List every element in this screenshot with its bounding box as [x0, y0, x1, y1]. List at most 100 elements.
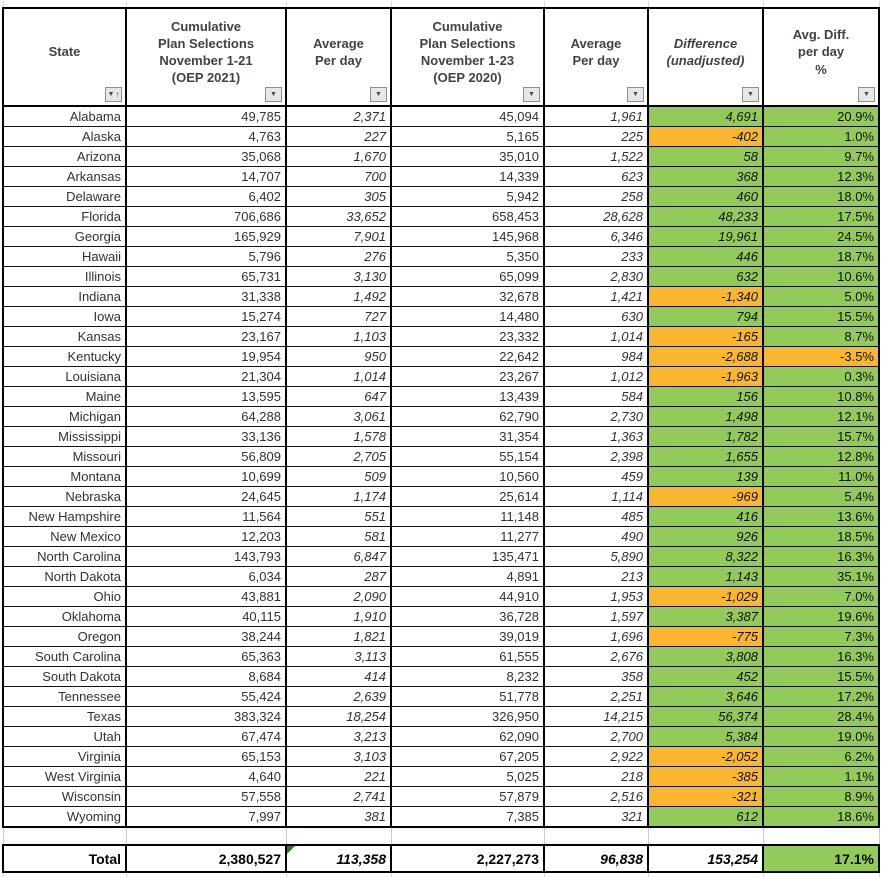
cell-pct[interactable]: 12.8% — [762, 446, 880, 467]
cell-cum-2021[interactable]: 7,997 — [125, 806, 287, 828]
cell-cum-2020[interactable]: 57,879 — [390, 786, 545, 807]
cell-difference[interactable]: 3,646 — [647, 686, 764, 707]
cell-difference[interactable]: 58 — [647, 146, 764, 167]
cell-cum-2020[interactable]: 32,678 — [390, 286, 545, 307]
cell-avg-2021[interactable]: 700 — [285, 166, 392, 187]
cell-avg-2021[interactable]: 227 — [285, 126, 392, 147]
cell-pct[interactable]: 35.1% — [762, 566, 880, 587]
cell-difference[interactable]: -402 — [647, 126, 764, 147]
cell-pct[interactable]: 5.4% — [762, 486, 880, 507]
cell-difference[interactable]: 452 — [647, 666, 764, 687]
cell-avg-2021[interactable]: 1,821 — [285, 626, 392, 647]
cell-state[interactable]: Michigan — [2, 406, 127, 427]
cell-difference[interactable]: 446 — [647, 246, 764, 267]
cell-avg-2020[interactable]: 2,922 — [543, 746, 649, 767]
cell-avg-2020[interactable]: 28,628 — [543, 206, 649, 227]
cell-avg-2021[interactable]: 381 — [285, 806, 392, 828]
cell-avg-2020[interactable]: 2,516 — [543, 786, 649, 807]
cell-avg-2021[interactable]: 1,910 — [285, 606, 392, 627]
cell-cum-2020[interactable]: 23,332 — [390, 326, 545, 347]
cell-avg-2021[interactable]: 727 — [285, 306, 392, 327]
cell-difference[interactable]: -1,963 — [647, 366, 764, 387]
cell-avg-2021[interactable]: 2,639 — [285, 686, 392, 707]
cell-difference[interactable]: -1,340 — [647, 286, 764, 307]
cell-state[interactable]: South Carolina — [2, 646, 127, 667]
cell-cum-2020[interactable]: 25,614 — [390, 486, 545, 507]
cell-pct[interactable]: -3.5% — [762, 346, 880, 367]
cell-cum-2021[interactable]: 57,558 — [125, 786, 287, 807]
filter-button[interactable]: ▼ — [627, 87, 644, 102]
cell-cum-2021[interactable]: 56,809 — [125, 446, 287, 467]
cell-cum-2020[interactable]: 13,439 — [390, 386, 545, 407]
cell-state[interactable]: Florida — [2, 206, 127, 227]
cell-cum-2020[interactable]: 39,019 — [390, 626, 545, 647]
cell-difference[interactable]: 1,655 — [647, 446, 764, 467]
total-cum-2021[interactable]: 2,380,527 — [125, 844, 287, 873]
cell-pct[interactable]: 19.0% — [762, 726, 880, 747]
cell-avg-2021[interactable]: 3,061 — [285, 406, 392, 427]
cell-state[interactable]: Hawaii — [2, 246, 127, 267]
cell-difference[interactable]: -1,029 — [647, 586, 764, 607]
cell-avg-2020[interactable]: 584 — [543, 386, 649, 407]
cell-cum-2021[interactable]: 35,068 — [125, 146, 287, 167]
cell-pct[interactable]: 7.3% — [762, 626, 880, 647]
total-pct[interactable]: 17.1% — [762, 844, 880, 873]
cell-pct[interactable]: 9.7% — [762, 146, 880, 167]
cell-cum-2021[interactable]: 55,424 — [125, 686, 287, 707]
cell-pct[interactable]: 18.6% — [762, 806, 880, 828]
cell-state[interactable]: South Dakota — [2, 666, 127, 687]
cell-avg-2020[interactable]: 258 — [543, 186, 649, 207]
cell-state[interactable]: Alabama — [2, 105, 127, 127]
cell-cum-2021[interactable]: 383,324 — [125, 706, 287, 727]
cell-avg-2020[interactable]: 1,012 — [543, 366, 649, 387]
cell-cum-2020[interactable]: 51,778 — [390, 686, 545, 707]
cell-state[interactable]: Wisconsin — [2, 786, 127, 807]
cell-cum-2021[interactable]: 15,274 — [125, 306, 287, 327]
cell-cum-2020[interactable]: 14,480 — [390, 306, 545, 327]
cell-cum-2020[interactable]: 5,350 — [390, 246, 545, 267]
cell-cum-2021[interactable]: 5,796 — [125, 246, 287, 267]
cell-avg-2021[interactable]: 647 — [285, 386, 392, 407]
cell-difference[interactable]: 794 — [647, 306, 764, 327]
cell-cum-2021[interactable]: 12,203 — [125, 526, 287, 547]
cell-avg-2021[interactable]: 2,705 — [285, 446, 392, 467]
cell-avg-2020[interactable]: 218 — [543, 766, 649, 787]
cell-pct[interactable]: 20.9% — [762, 105, 880, 127]
total-label[interactable]: Total — [2, 844, 127, 873]
cell-state[interactable]: Mississippi — [2, 426, 127, 447]
cell-cum-2020[interactable]: 11,277 — [390, 526, 545, 547]
cell-avg-2020[interactable]: 213 — [543, 566, 649, 587]
cell-avg-2021[interactable]: 2,090 — [285, 586, 392, 607]
cell-pct[interactable]: 15.5% — [762, 306, 880, 327]
filter-button[interactable]: ▼ — [265, 87, 282, 102]
cell-pct[interactable]: 0.3% — [762, 366, 880, 387]
cell-cum-2020[interactable]: 67,205 — [390, 746, 545, 767]
cell-difference[interactable]: 1,143 — [647, 566, 764, 587]
cell-cum-2021[interactable]: 43,881 — [125, 586, 287, 607]
cell-cum-2021[interactable]: 706,686 — [125, 206, 287, 227]
cell-state[interactable]: Kentucky — [2, 346, 127, 367]
cell-avg-2020[interactable]: 1,522 — [543, 146, 649, 167]
cell-state[interactable]: Utah — [2, 726, 127, 747]
cell-cum-2021[interactable]: 6,402 — [125, 186, 287, 207]
cell-cum-2021[interactable]: 4,763 — [125, 126, 287, 147]
cell-pct[interactable]: 16.3% — [762, 646, 880, 667]
cell-difference[interactable]: 48,233 — [647, 206, 764, 227]
cell-state[interactable]: Alaska — [2, 126, 127, 147]
total-cum-2020[interactable]: 2,227,273 — [390, 844, 545, 873]
cell-state[interactable]: North Carolina — [2, 546, 127, 567]
cell-avg-2020[interactable]: 490 — [543, 526, 649, 547]
cell-avg-2021[interactable]: 581 — [285, 526, 392, 547]
cell-cum-2021[interactable]: 31,338 — [125, 286, 287, 307]
cell-cum-2020[interactable]: 326,950 — [390, 706, 545, 727]
cell-pct[interactable]: 10.8% — [762, 386, 880, 407]
cell-avg-2021[interactable]: 509 — [285, 466, 392, 487]
cell-avg-2020[interactable]: 225 — [543, 126, 649, 147]
cell-cum-2021[interactable]: 65,363 — [125, 646, 287, 667]
cell-pct[interactable]: 28.4% — [762, 706, 880, 727]
cell-pct[interactable]: 10.6% — [762, 266, 880, 287]
cell-avg-2021[interactable]: 305 — [285, 186, 392, 207]
cell-state[interactable]: Missouri — [2, 446, 127, 467]
cell-difference[interactable]: 3,387 — [647, 606, 764, 627]
cell-cum-2020[interactable]: 11,148 — [390, 506, 545, 527]
